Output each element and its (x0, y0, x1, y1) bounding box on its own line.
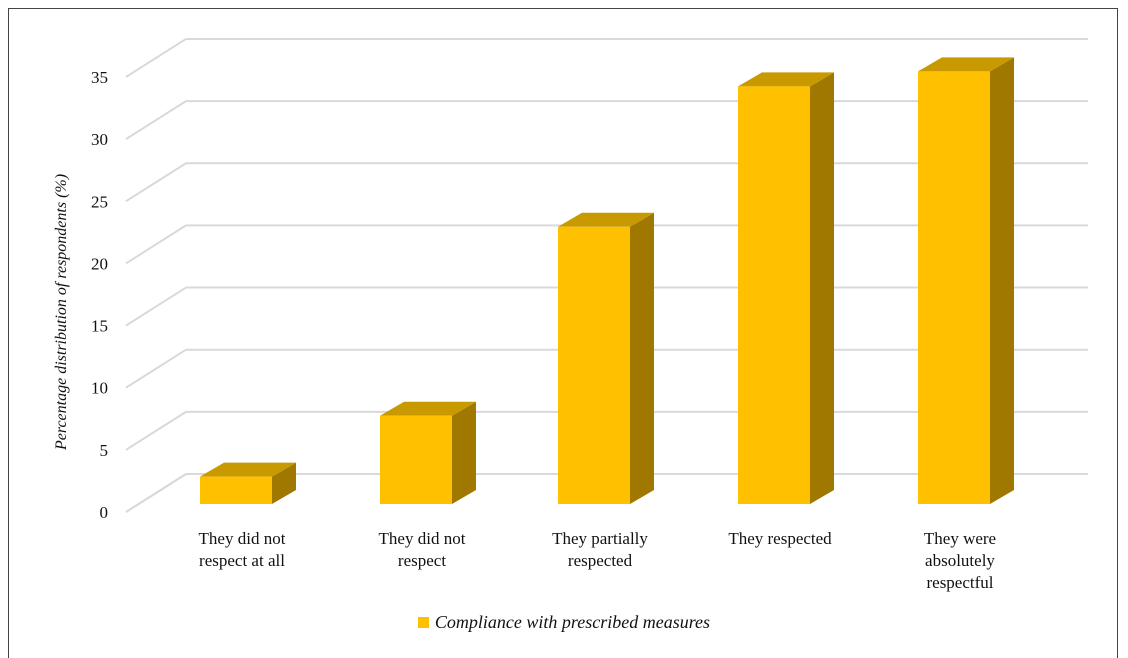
bar-top (918, 57, 1014, 72)
floor-diagonal (125, 473, 187, 513)
x-tick-label: They partially (552, 529, 648, 548)
bar (200, 476, 272, 504)
y-tick-label: 10 (91, 379, 108, 398)
x-tick-label: respectful (926, 573, 993, 592)
gridline-diagonal (125, 162, 187, 203)
y-tick-label: 25 (91, 192, 108, 211)
x-tick-label: They were (924, 529, 996, 548)
bar-side (810, 72, 834, 505)
bar (738, 86, 810, 505)
gridline-diagonal (125, 286, 187, 327)
x-tick-label: They respected (728, 529, 832, 548)
legend-swatch (417, 617, 429, 628)
legend-label: Compliance with prescribed measures (434, 612, 711, 632)
bar-side (272, 462, 296, 504)
bar-side (990, 57, 1014, 504)
x-tick-label: absolutely (925, 551, 995, 570)
x-tick-label: They did not (379, 529, 466, 548)
y-tick-label: 30 (91, 130, 108, 149)
bar-top (200, 462, 296, 477)
x-tick-label: respect (398, 551, 446, 570)
gridline-diagonal (125, 224, 187, 265)
bar-side (630, 212, 654, 504)
y-tick-label: 35 (91, 68, 108, 87)
bar-top (558, 212, 654, 227)
x-tick-label: They did not (199, 529, 286, 548)
y-tick-label: 20 (91, 254, 108, 273)
x-tick-label: respected (568, 551, 633, 570)
gridline-diagonal (125, 100, 187, 140)
y-axis-label: Percentage distribution of respondents (… (53, 174, 70, 451)
y-tick-label: 5 (100, 441, 109, 460)
gridline-diagonal (125, 411, 187, 451)
bar (380, 415, 452, 504)
y-tick-label: 15 (91, 317, 108, 336)
bar-side (452, 401, 476, 504)
gridline-diagonal (125, 348, 187, 389)
bar-top (738, 72, 834, 87)
chart-frame (8, 8, 1118, 658)
bar (558, 226, 630, 504)
legend: Compliance with prescribed measures (0, 612, 1128, 633)
bar (918, 71, 990, 504)
y-tick-label: 0 (100, 503, 109, 522)
x-tick-label: respect at all (199, 551, 285, 570)
bar-top (380, 401, 476, 416)
gridline-diagonal (125, 38, 187, 78)
